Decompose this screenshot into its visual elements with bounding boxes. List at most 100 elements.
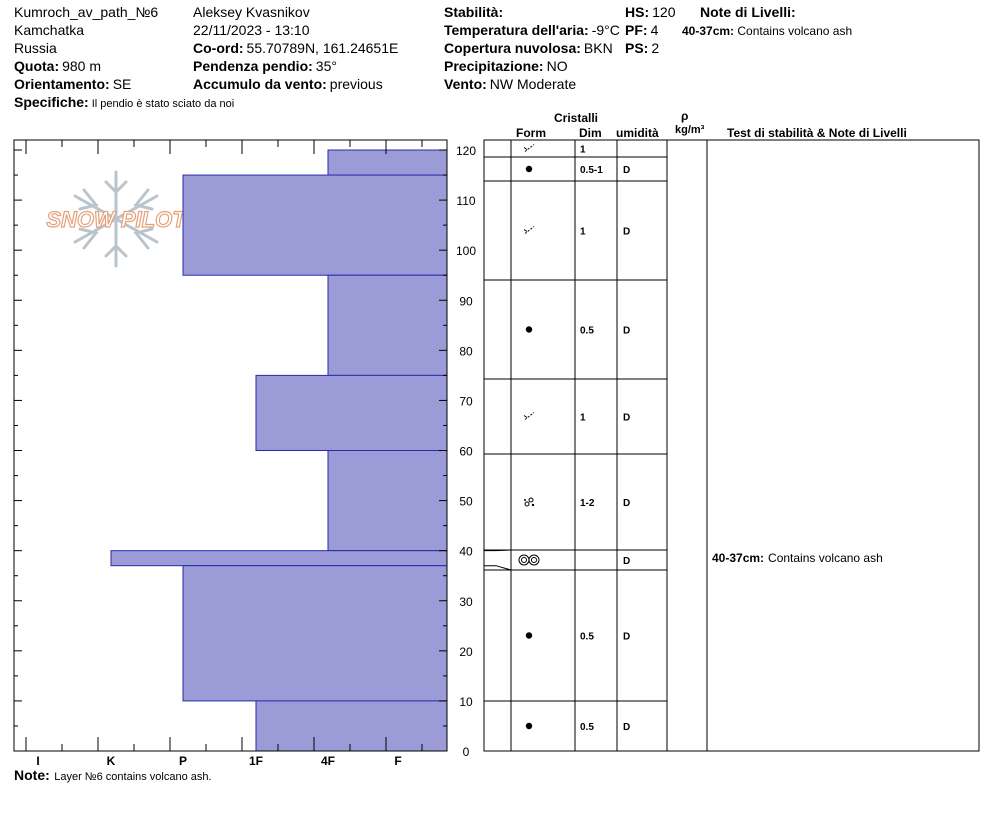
stability-row: Stabilità:	[444, 4, 506, 20]
comments-value: Il pendio è stato sciato da noi	[91, 98, 235, 110]
aspect-label: Orientamento:	[14, 76, 110, 92]
pf-label: PF:	[625, 22, 648, 38]
stability-label: Stabilità:	[444, 4, 504, 20]
ps-row: PS: 2	[625, 40, 660, 56]
layer-connector	[484, 549, 512, 552]
air-temp-value: -9°C	[591, 22, 620, 38]
crystals-header: Cristalli	[554, 111, 599, 125]
table-moisture-cell: D	[623, 498, 630, 509]
table-dim-cell: 0.5	[580, 722, 594, 733]
table-row: 0.5 D	[525, 632, 630, 643]
hs-value: 120	[652, 4, 676, 20]
depth-tick-label: 40	[459, 545, 473, 559]
table-row: 0.5 D	[525, 722, 630, 733]
depth-tick-label: 10	[459, 695, 473, 709]
aspect-value: SE	[112, 76, 132, 92]
table-dim-cell: 0.5	[580, 632, 594, 643]
header-layer-note-text: Contains volcano ash	[737, 24, 853, 38]
table-dim-cell: 1-2	[580, 498, 595, 509]
wind-row: Vento: NW Moderate	[444, 76, 576, 92]
ps-value: 2	[651, 40, 660, 56]
depth-tick-label: 30	[459, 595, 473, 609]
hardness-tick-label: 4F	[321, 754, 335, 768]
table-row: 1-2 D	[524, 497, 630, 509]
header-layer-note-range: 40-37cm:	[682, 24, 735, 38]
layer-connector	[484, 565, 512, 571]
site-name: Kumroch_av_path_№6	[14, 4, 159, 20]
rounded-grain-icon	[525, 722, 533, 730]
moisture-header: umidità	[616, 126, 659, 140]
pf-value: 4	[650, 22, 659, 38]
hardness-bar-7	[255, 700, 448, 752]
coords-value: 55.70789N, 161.24651E	[246, 40, 399, 56]
slope-value: 35°	[315, 58, 337, 74]
wind-value: NW Moderate	[489, 76, 577, 92]
rounded-grain-icon	[525, 165, 533, 173]
coords-row: Co-ord: 55.70789N, 161.24651E	[193, 40, 398, 56]
slope-label: Pendenza pendio:	[193, 58, 313, 74]
table-row: D	[518, 554, 630, 567]
form-header: Form	[516, 126, 546, 140]
table-moisture-cell: D	[623, 413, 630, 424]
hardness-bar-6	[182, 565, 448, 702]
decomposing-grain-icon	[523, 412, 535, 420]
slope-row: Pendenza pendio: 35°	[193, 58, 337, 74]
depth-tick-label: 100	[456, 244, 476, 258]
rounded-grain-icon	[525, 632, 533, 639]
table-moisture-cell: D	[623, 632, 630, 643]
comments-label: Specifiche:	[14, 94, 89, 110]
hardness-tick-label: P	[179, 754, 187, 768]
snowflake-icon	[73, 170, 159, 268]
mixed-grain-icon	[524, 497, 535, 507]
hardness-bar-2	[327, 274, 448, 376]
table-dim-cell: 1	[580, 227, 586, 238]
depth-tick-label: 80	[459, 344, 473, 358]
hardness-bar-5	[110, 550, 448, 567]
dim-header: Dim	[579, 126, 602, 140]
datetime: 22/11/2023 - 13:10	[193, 22, 310, 38]
density-unit: kg/m³	[675, 124, 705, 136]
table-dim-cell: 1	[580, 413, 586, 424]
tests-header: Test di stabilità & Note di Livelli	[727, 126, 907, 140]
pf-row: PF: 4	[625, 22, 659, 38]
plot-frame	[13, 139, 448, 752]
decomposing-grain-icon	[523, 226, 535, 234]
air-temp-label: Temperatura dell'aria:	[444, 22, 589, 38]
hardness-bar-4	[327, 450, 448, 552]
coords-label: Co-ord:	[193, 40, 244, 56]
snowpilot-logo: SNOW PILOT	[46, 170, 188, 268]
depth-tick-label: 110	[456, 194, 475, 208]
hardness-bar-0	[327, 149, 448, 176]
precip-value: NO	[546, 58, 568, 74]
observer: Aleksey Kvasnikov	[193, 4, 310, 20]
note-label: Note:	[14, 767, 50, 783]
hardness-tick-label: K	[107, 754, 116, 768]
table-layer-note-range: 40-37cm:	[712, 551, 764, 565]
depth-tick-label: 0	[463, 745, 470, 759]
table-dim-cell: 0.5-1	[580, 165, 603, 176]
wind-load-label: Accumulo da vento:	[193, 76, 327, 92]
wind-load-value: previous	[329, 76, 383, 92]
table-layer-note-text: Contains volcano ash	[768, 551, 883, 565]
table-row: 0.5-1 D	[525, 165, 630, 176]
table-moisture-cell: D	[623, 722, 630, 733]
table-row: 0.5 D	[525, 326, 630, 337]
hs-label: HS:	[625, 4, 650, 20]
hardness-bar-3	[255, 374, 448, 452]
density-symbol: ρ	[681, 109, 689, 123]
sky-value: BKN	[583, 40, 613, 56]
ps-label: PS:	[625, 40, 649, 56]
sky-label: Copertura nuvolosa:	[444, 40, 581, 56]
melt-freeze-grain-icon	[518, 554, 540, 566]
table-dim-cell: 0.5	[580, 326, 594, 337]
layer-notes-title: Note di Livelli:	[700, 4, 796, 20]
air-temp-row: Temperatura dell'aria: -9°C	[444, 22, 620, 38]
table-moisture-cell: D	[623, 165, 630, 176]
wind-label: Vento:	[444, 76, 487, 92]
depth-tick-label: 50	[459, 495, 473, 509]
logo-text: SNOW PILOT	[46, 207, 187, 232]
hardness-tick-label: I	[36, 754, 39, 768]
table-dim-cell: 1	[580, 145, 586, 156]
